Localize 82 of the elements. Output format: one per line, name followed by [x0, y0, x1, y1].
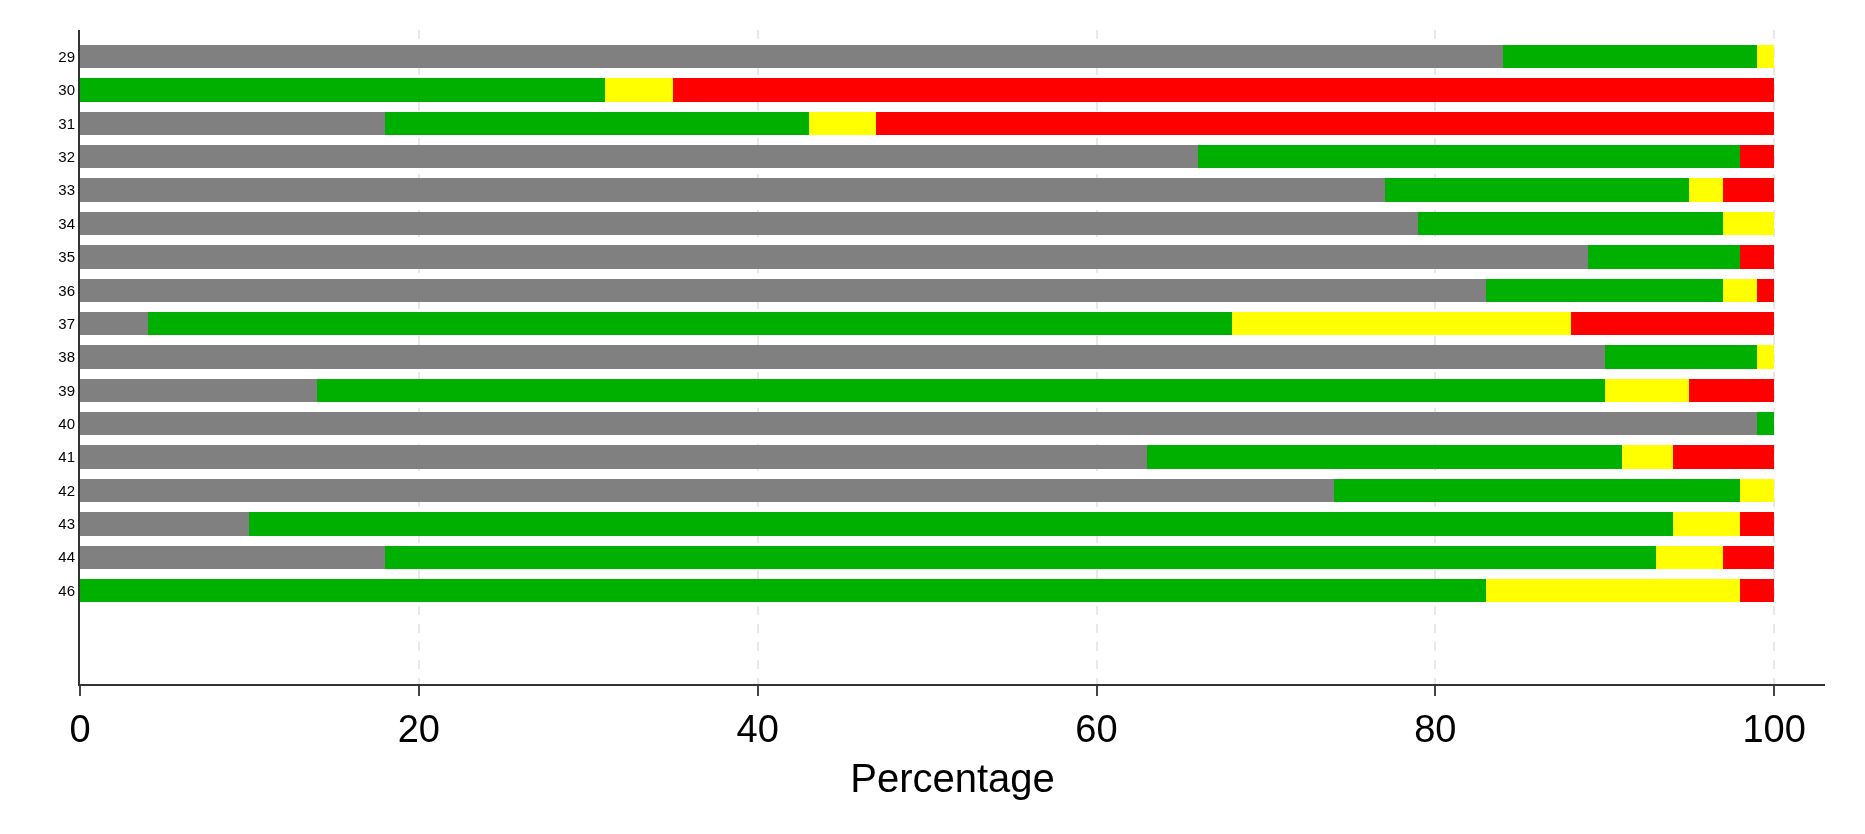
bar	[1621, 445, 1673, 469]
bar	[80, 311, 148, 336]
bar	[605, 78, 673, 102]
bar	[1723, 211, 1775, 236]
bar	[1486, 578, 1741, 603]
bar	[147, 311, 1233, 336]
bar	[1723, 178, 1775, 202]
y-tick-label: 40	[58, 414, 75, 432]
y-tick-label: 33	[58, 181, 75, 199]
y-tick-label: 31	[58, 114, 75, 132]
bar	[808, 111, 877, 136]
y-tick-label: 32	[58, 148, 75, 166]
x-axis-title: Percentage	[850, 755, 1055, 800]
bar	[1418, 211, 1724, 236]
y-tick-label: 38	[58, 348, 75, 366]
bar	[1757, 45, 1775, 69]
bar	[1740, 478, 1775, 503]
bar	[384, 545, 1656, 569]
bar	[1384, 178, 1690, 202]
bar	[80, 78, 606, 102]
bar	[1757, 278, 1775, 302]
x-tick-label: 20	[397, 707, 440, 750]
x-tick-label: 60	[1075, 707, 1118, 750]
bar	[1604, 378, 1690, 403]
bar	[1655, 545, 1724, 569]
bar	[80, 512, 250, 536]
bar	[249, 512, 1673, 536]
y-tick-label: 30	[58, 81, 75, 99]
y-tick-label: 34	[58, 214, 75, 232]
bar	[1723, 278, 1758, 302]
bar	[80, 245, 1588, 269]
x-tick-label: 0	[69, 707, 91, 750]
y-tick-label: 43	[58, 515, 75, 533]
bar	[1570, 311, 1775, 336]
bar	[80, 211, 1419, 236]
bar	[80, 445, 1148, 469]
bar	[1723, 545, 1775, 569]
y-tick-label: 36	[58, 281, 75, 299]
x-tick-label: 40	[736, 707, 779, 750]
bar	[80, 378, 318, 403]
bar	[80, 178, 1385, 202]
x-tick-label: 100	[1742, 707, 1806, 750]
bar	[1147, 445, 1622, 469]
bar	[317, 378, 1605, 403]
bar	[672, 78, 1775, 102]
bar	[1757, 345, 1775, 369]
bar	[384, 111, 809, 136]
bar	[1232, 311, 1571, 336]
bar	[80, 45, 1504, 69]
y-tick-label: 42	[58, 481, 75, 499]
bar	[1503, 45, 1758, 69]
y-tick-label: 29	[58, 47, 75, 65]
bar	[80, 278, 1487, 302]
bar	[876, 111, 1775, 136]
bar	[1740, 512, 1775, 536]
y-tick-label: 44	[58, 548, 75, 566]
bar	[1587, 245, 1741, 269]
bar	[80, 545, 385, 569]
bar	[1740, 578, 1775, 603]
bar	[80, 478, 1334, 503]
bar	[1198, 145, 1741, 169]
y-tick-label: 41	[58, 448, 75, 466]
y-tick-label: 37	[58, 314, 75, 332]
bar	[1689, 378, 1775, 403]
y-tick-label: 46	[58, 581, 75, 599]
bar	[80, 145, 1199, 169]
bar	[1740, 145, 1775, 169]
bar	[1672, 445, 1775, 469]
bar	[1689, 178, 1724, 202]
bar	[80, 412, 1758, 436]
x-tick-label: 80	[1414, 707, 1457, 750]
bar	[1604, 345, 1758, 369]
bar	[1740, 245, 1775, 269]
bar	[80, 111, 385, 136]
bar	[1333, 478, 1741, 503]
bar	[1486, 278, 1724, 302]
bar	[1672, 512, 1741, 536]
bar	[1757, 412, 1775, 436]
y-tick-label: 39	[58, 381, 75, 399]
bar	[80, 578, 1487, 603]
y-tick-label: 35	[58, 248, 75, 266]
bar	[80, 345, 1605, 369]
